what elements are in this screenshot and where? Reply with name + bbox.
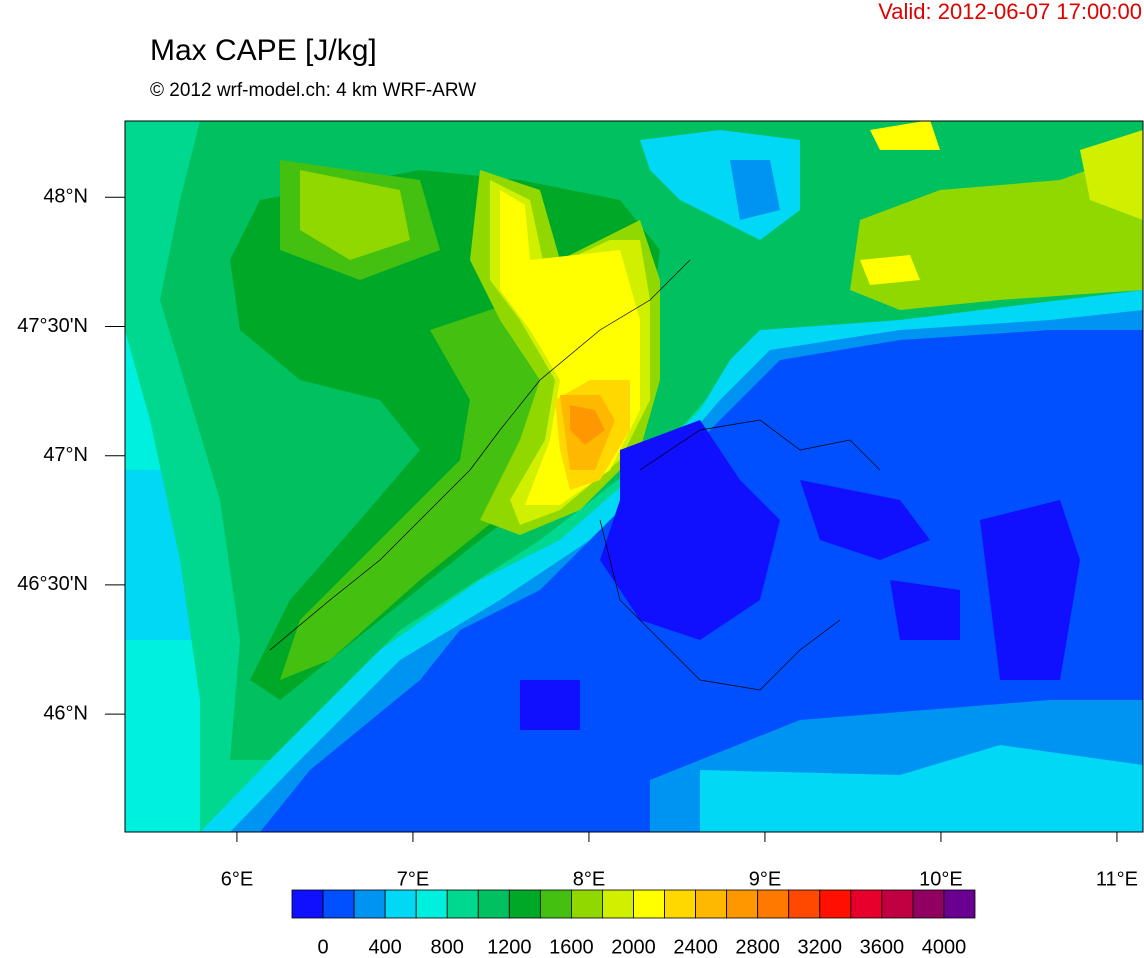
colorbar-box <box>695 889 728 919</box>
contour <box>700 745 1143 832</box>
colorbar-label: 3600 <box>860 936 905 958</box>
colorbar-box <box>850 889 883 919</box>
contour <box>890 580 960 640</box>
contour <box>1080 130 1143 220</box>
colorbar-box <box>446 889 479 919</box>
colorbar-box <box>881 889 914 919</box>
contour <box>850 150 1143 310</box>
colorbar-label: 800 <box>431 936 464 958</box>
colorbar-label: 3200 <box>798 936 843 958</box>
colorbar-box <box>633 889 665 919</box>
y-tick-label: 47°N <box>43 444 88 466</box>
colorbar-box <box>415 889 448 919</box>
field <box>125 121 1143 832</box>
colorbar-box <box>664 889 696 919</box>
x-tick-label: 11°E <box>1096 868 1138 890</box>
x-tick-label: 9°E <box>749 868 781 890</box>
colorbar-box <box>602 889 634 919</box>
x-tick-label: 6°E <box>221 868 253 890</box>
colorbar-box <box>757 889 790 919</box>
border <box>269 259 881 691</box>
colorbar-box <box>912 889 945 919</box>
colorbar-box <box>571 889 603 919</box>
colorbar-label: 1200 <box>487 936 532 958</box>
contour <box>800 480 930 560</box>
colorbar-label: 2400 <box>673 936 718 958</box>
x-tick-label: 7°E <box>397 868 429 890</box>
colorbar-box <box>384 889 417 919</box>
colorbar-label: 2800 <box>735 936 780 958</box>
contour <box>730 160 780 220</box>
map-subtitle: © 2012 wrf-model.ch: 4 km WRF-ARW <box>150 80 476 101</box>
y-tick-label: 47°30'N <box>17 315 88 337</box>
colorbar-label: 400 <box>368 936 401 958</box>
colorbar-box <box>508 889 541 919</box>
contour <box>520 680 580 730</box>
colorbar-box <box>788 889 821 919</box>
colorbar-box <box>539 889 572 919</box>
colorbar-box <box>477 889 510 919</box>
contour <box>300 170 410 260</box>
colorbar-label: 1600 <box>549 936 594 958</box>
x-tick-label: 8°E <box>573 868 605 890</box>
contour <box>860 255 920 285</box>
map-frame <box>124 120 1144 833</box>
colorbar-box <box>322 889 355 919</box>
colorbar-box <box>726 889 759 919</box>
colorbar-box <box>291 889 324 919</box>
valid-time: Valid: 2012-06-07 17:00:00 <box>878 0 1142 24</box>
map-title: Max CAPE [J/kg] <box>150 34 377 67</box>
x-tick-label: 10°E <box>919 868 963 890</box>
colorbar-label: 2000 <box>611 936 656 958</box>
y-tick-label: 46°30'N <box>17 573 88 595</box>
colorbar-box <box>353 889 386 919</box>
contour <box>570 405 605 445</box>
contour <box>600 420 780 640</box>
colorbar-label: 0 <box>317 936 328 958</box>
contour <box>980 500 1080 680</box>
contour <box>870 121 940 150</box>
y-tick-label: 46°N <box>43 702 88 724</box>
colorbar-box <box>819 889 852 919</box>
y-tick-label: 48°N <box>43 186 88 208</box>
colorbar-box <box>943 889 976 919</box>
colorbar-label: 4000 <box>922 936 967 958</box>
